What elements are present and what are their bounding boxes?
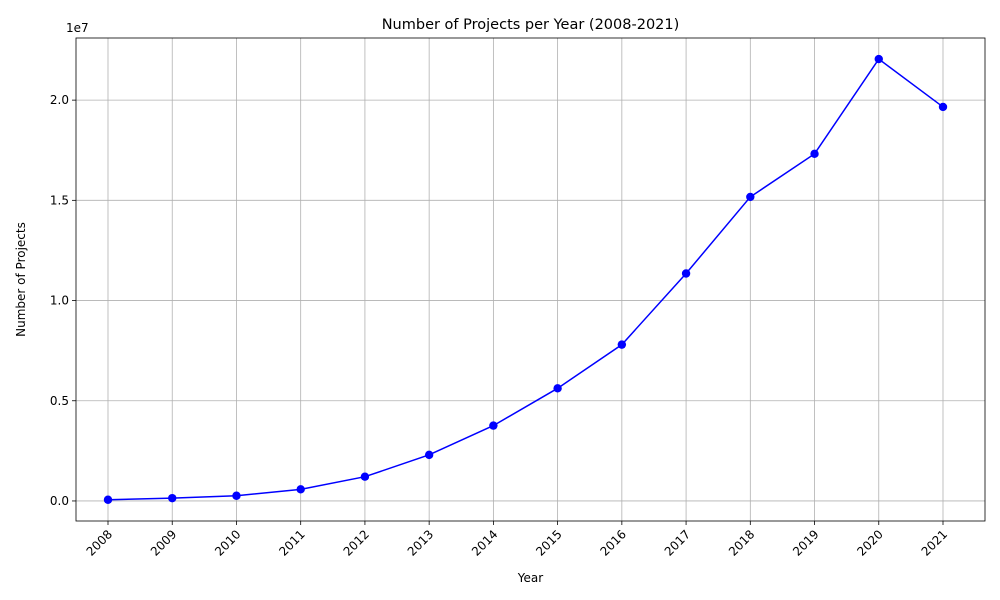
x-tick-label: 2021 bbox=[919, 527, 950, 558]
data-point bbox=[168, 493, 177, 503]
x-tick-label: 2012 bbox=[341, 527, 372, 558]
data-point bbox=[874, 54, 883, 64]
data-point bbox=[360, 472, 370, 481]
chart-title: Number of Projects per Year (2008-2021) bbox=[382, 17, 680, 33]
x-tick-label: 2018 bbox=[726, 527, 757, 558]
x-tick-label: 2020 bbox=[854, 527, 885, 558]
axis-ticks: 2008 2009 2010 2011 2012 2013 2014 2015 2016 2017… bbox=[50, 93, 950, 559]
y-offset-label: 1e7 bbox=[66, 21, 89, 35]
data-point bbox=[617, 340, 627, 349]
x-tick-label: 2008 bbox=[84, 527, 115, 558]
data-point bbox=[810, 149, 819, 159]
x-tick-label: 2011 bbox=[276, 527, 307, 558]
x-tick-label: 2017 bbox=[662, 527, 693, 558]
data-point bbox=[746, 192, 755, 202]
data-point bbox=[424, 450, 434, 460]
x-tick-label: 2009 bbox=[148, 527, 179, 558]
y-tick-label: 2.0 bbox=[50, 93, 69, 107]
x-tick-label: 2019 bbox=[790, 527, 821, 558]
data-point bbox=[938, 102, 948, 112]
series bbox=[103, 54, 948, 504]
y-tick-label: 0.0 bbox=[50, 494, 69, 508]
x-axis-label: Year bbox=[517, 571, 543, 585]
data-point bbox=[103, 495, 113, 504]
x-tick-label: 2013 bbox=[405, 527, 436, 558]
y-axis-label: Number of Projects bbox=[14, 222, 28, 337]
y-tick-label: 1.0 bbox=[50, 294, 69, 308]
plot-frame bbox=[75, 37, 986, 522]
series-line bbox=[107, 57, 944, 501]
data-point bbox=[681, 269, 691, 278]
x-tick-label: 2014 bbox=[469, 527, 500, 558]
x-tick-label: 2010 bbox=[212, 527, 243, 558]
x-tick-label: 2016 bbox=[597, 527, 628, 558]
data-point bbox=[489, 421, 498, 430]
data-point bbox=[296, 485, 305, 494]
data-point bbox=[553, 384, 562, 393]
data-point bbox=[232, 491, 241, 500]
y-tick-label: 0.5 bbox=[50, 394, 69, 408]
x-tick-label: 2015 bbox=[533, 527, 564, 558]
grid bbox=[76, 38, 985, 521]
y-tick-label: 1.5 bbox=[50, 193, 69, 207]
